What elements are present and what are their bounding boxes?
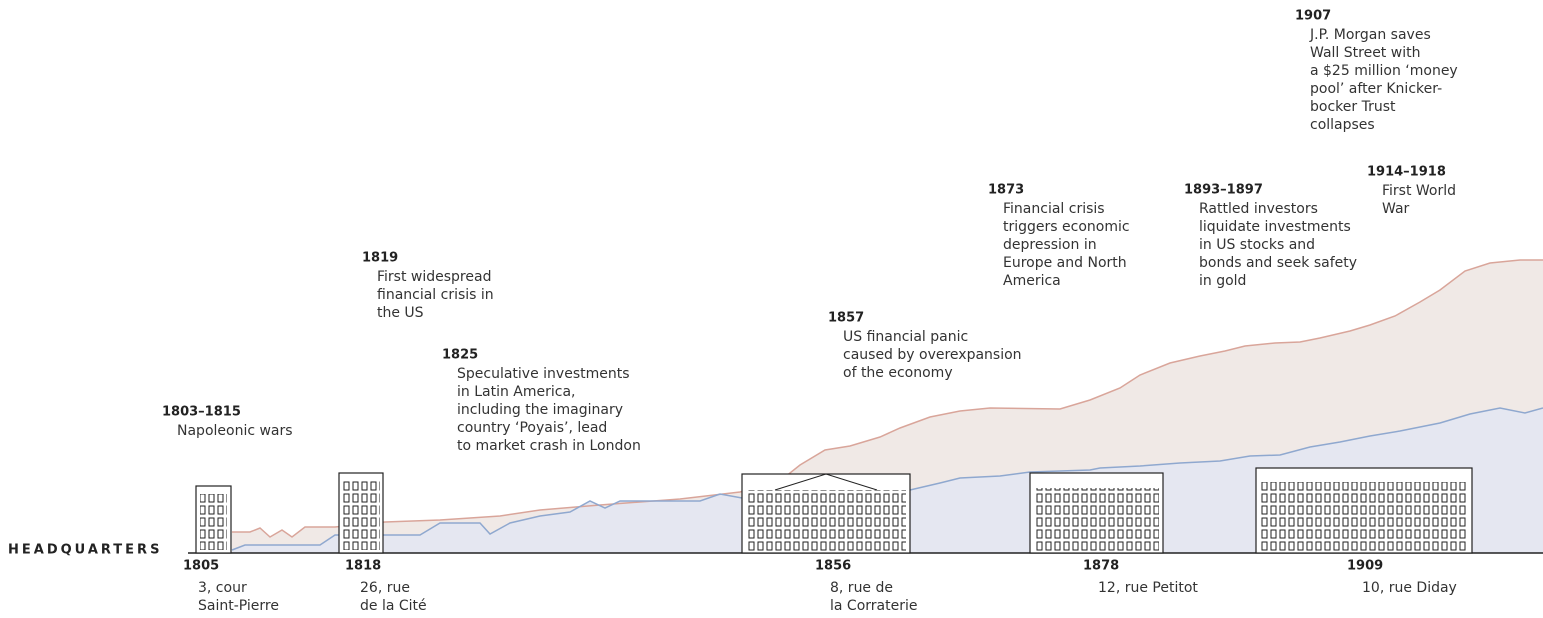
timeline: HEADQUARTERS 1803–1815 Napoleonic wars 181… [0, 0, 1543, 618]
building-windows [342, 480, 380, 550]
event-text: depression in [1003, 237, 1097, 253]
hq-address: 12, rue Petitot [1098, 580, 1198, 596]
event-text: Europe and North [1003, 255, 1127, 271]
event-text: Speculative investments [457, 366, 630, 382]
hq-year: 1878 [1083, 559, 1119, 574]
event-text: bocker Trust [1310, 99, 1396, 115]
building-windows [1034, 488, 1159, 552]
event-text: triggers economic [1003, 219, 1130, 235]
event-year: 1825 [442, 348, 478, 363]
event-text: in gold [1199, 273, 1246, 289]
event-text: to market crash in London [457, 438, 641, 454]
headquarters-label: HEADQUARTERS [8, 543, 162, 558]
hq-year: 1856 [815, 559, 851, 574]
hq-address: de la Cité [360, 598, 427, 614]
hq-address: 8, rue de [830, 580, 893, 596]
hq-address: Saint-Pierre [198, 598, 279, 614]
building-windows [746, 490, 906, 552]
event-year: 1873 [988, 183, 1024, 198]
hq-year: 1805 [183, 559, 219, 574]
event-text: a $25 million ‘money [1310, 63, 1458, 79]
event-text: US financial panic [843, 329, 968, 345]
event-text: First widespread [377, 269, 491, 285]
event-text: War [1382, 201, 1410, 217]
event-text: the US [377, 305, 424, 321]
event-year: 1914–1918 [1367, 165, 1446, 180]
event-text: J.P. Morgan saves [1309, 27, 1431, 43]
hq-address: la Corraterie [830, 598, 917, 614]
building-windows [200, 494, 227, 550]
event-text: financial crisis in [377, 287, 494, 303]
event-text: Financial crisis [1003, 201, 1105, 217]
hq-year: 1909 [1347, 559, 1383, 574]
event-text: in Latin America, [457, 384, 576, 400]
building-windows [1260, 482, 1468, 552]
event-text: collapses [1310, 117, 1375, 133]
event-year: 1857 [828, 311, 864, 326]
event-year: 1893–1897 [1184, 183, 1263, 198]
event-text: including the imaginary [457, 402, 623, 418]
event-text: bonds and seek safety [1199, 255, 1357, 271]
event-year: 1907 [1295, 9, 1331, 24]
event-text: of the economy [843, 365, 953, 381]
event-text: Rattled investors [1199, 201, 1318, 217]
event-text: country ‘Poyais’, lead [457, 420, 607, 436]
event-text: in US stocks and [1199, 237, 1315, 253]
hq-address: 10, rue Diday [1362, 580, 1457, 596]
hq-year: 1818 [345, 559, 381, 574]
event-year: 1803–1815 [162, 405, 241, 420]
event-text: Wall Street with [1310, 45, 1420, 61]
hq-address: 3, cour [198, 580, 247, 596]
event-text: pool’ after Knicker- [1310, 81, 1442, 97]
event-text: First World [1382, 183, 1456, 199]
event-text: Napoleonic wars [177, 423, 293, 439]
event-text: America [1003, 273, 1061, 289]
hq-address: 26, rue [360, 580, 410, 596]
event-text: caused by overexpansion [843, 347, 1022, 363]
event-text: liquidate investments [1199, 219, 1351, 235]
event-year: 1819 [362, 251, 398, 266]
